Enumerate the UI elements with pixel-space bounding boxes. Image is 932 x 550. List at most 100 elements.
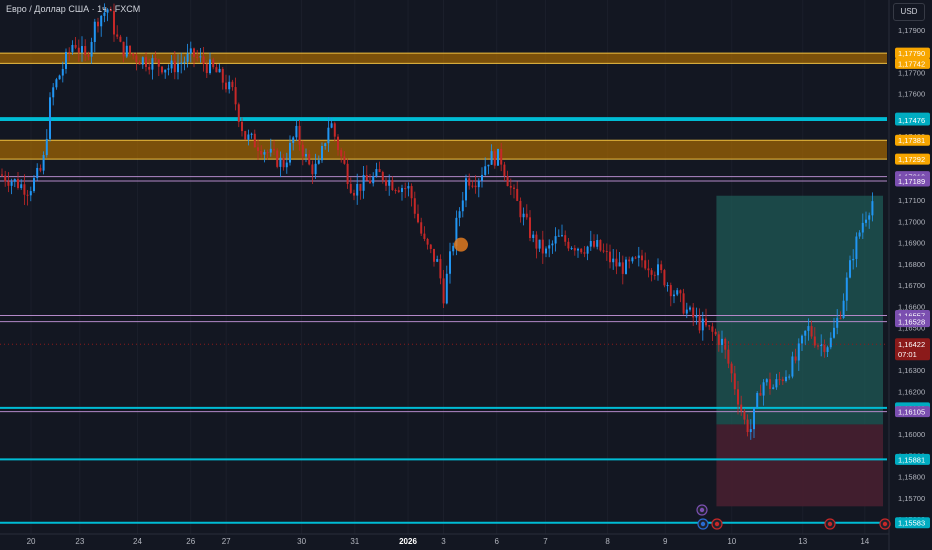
candle (797, 343, 800, 361)
flag-icon[interactable] (824, 518, 836, 530)
candle (58, 75, 61, 80)
candle (845, 277, 848, 301)
y-tick-label: 1,16000 (898, 430, 925, 439)
candle (423, 233, 426, 239)
candle (500, 148, 503, 165)
candle (289, 142, 291, 163)
candle (551, 243, 554, 246)
candle (506, 176, 509, 187)
candle (247, 134, 250, 140)
x-tick-label: 6 (494, 537, 499, 546)
candle (135, 55, 138, 62)
candle (522, 213, 525, 218)
candle (769, 379, 771, 389)
x-tick-label: 26 (186, 537, 195, 546)
x-tick-label: 14 (860, 537, 869, 546)
candle (541, 239, 544, 254)
candle (461, 200, 464, 212)
candle (237, 104, 240, 122)
candle (746, 419, 749, 433)
candle (129, 45, 131, 54)
candle (426, 238, 429, 245)
candle (209, 59, 211, 74)
candle (404, 188, 407, 190)
candle (199, 56, 202, 58)
candle (615, 258, 618, 267)
zone-price-tag (895, 57, 930, 69)
candle (228, 81, 231, 90)
zone-price-tag (895, 134, 930, 146)
candle (279, 157, 282, 167)
candle (596, 239, 599, 247)
candle (132, 53, 135, 56)
y-tick-label: 1,17000 (898, 217, 925, 226)
candle (385, 180, 387, 186)
candle (580, 248, 583, 253)
x-tick-label: 27 (222, 537, 231, 546)
zone-price-label: 1,17790 (898, 49, 925, 58)
candle (711, 326, 714, 332)
candle (695, 316, 698, 318)
candle (29, 191, 32, 196)
candle (557, 235, 560, 237)
candle (721, 338, 723, 345)
candle (509, 186, 512, 188)
candle (599, 239, 602, 251)
candle (663, 270, 666, 286)
candle (420, 222, 423, 234)
candle (477, 180, 480, 188)
candle (61, 68, 64, 76)
candle (10, 181, 13, 186)
flag-icon[interactable] (711, 518, 723, 530)
candle (749, 429, 752, 433)
candle (301, 144, 304, 157)
candle (605, 251, 608, 253)
candle (628, 259, 631, 262)
candle (337, 136, 339, 151)
flag-icon[interactable] (879, 518, 891, 530)
marker-circle (454, 237, 468, 252)
candle (375, 169, 378, 177)
candle (730, 363, 733, 374)
candle (186, 53, 189, 62)
candle (407, 186, 410, 189)
lightning-icon[interactable] (696, 504, 708, 516)
candle (503, 164, 506, 177)
candle (833, 327, 835, 338)
level-price-tag (895, 517, 930, 529)
long-position-stop-zone (716, 424, 883, 507)
candle (154, 58, 157, 60)
candle (202, 56, 205, 64)
candle (650, 270, 653, 275)
candle (273, 148, 275, 151)
countdown-label: 07:01 (898, 350, 917, 359)
candle (708, 325, 711, 327)
x-tick-label: 3 (441, 537, 446, 546)
level-price-tag (895, 114, 930, 126)
event-icon[interactable] (697, 518, 709, 530)
level-price-label: 1,16528 (898, 318, 925, 327)
candle (516, 188, 519, 201)
level-price-label: 1,16105 (898, 408, 925, 417)
candle (561, 235, 563, 237)
candle (554, 236, 557, 244)
candle (119, 36, 122, 42)
candle (97, 21, 99, 27)
y-tick-label: 1,17600 (898, 90, 925, 99)
candle (609, 251, 611, 263)
candle (471, 185, 474, 187)
candle (103, 12, 106, 16)
candle (221, 68, 224, 83)
candle (225, 82, 227, 90)
candle (564, 235, 567, 242)
candle (349, 184, 352, 193)
candle (660, 264, 663, 271)
candle (39, 167, 42, 171)
candle (285, 162, 288, 168)
candle (653, 274, 656, 276)
currency-button[interactable]: USD (893, 3, 925, 21)
candle (388, 180, 391, 186)
symbol-title[interactable]: Евро / Доллар США · 1ч · FXCM (6, 4, 141, 14)
candle (548, 245, 551, 249)
